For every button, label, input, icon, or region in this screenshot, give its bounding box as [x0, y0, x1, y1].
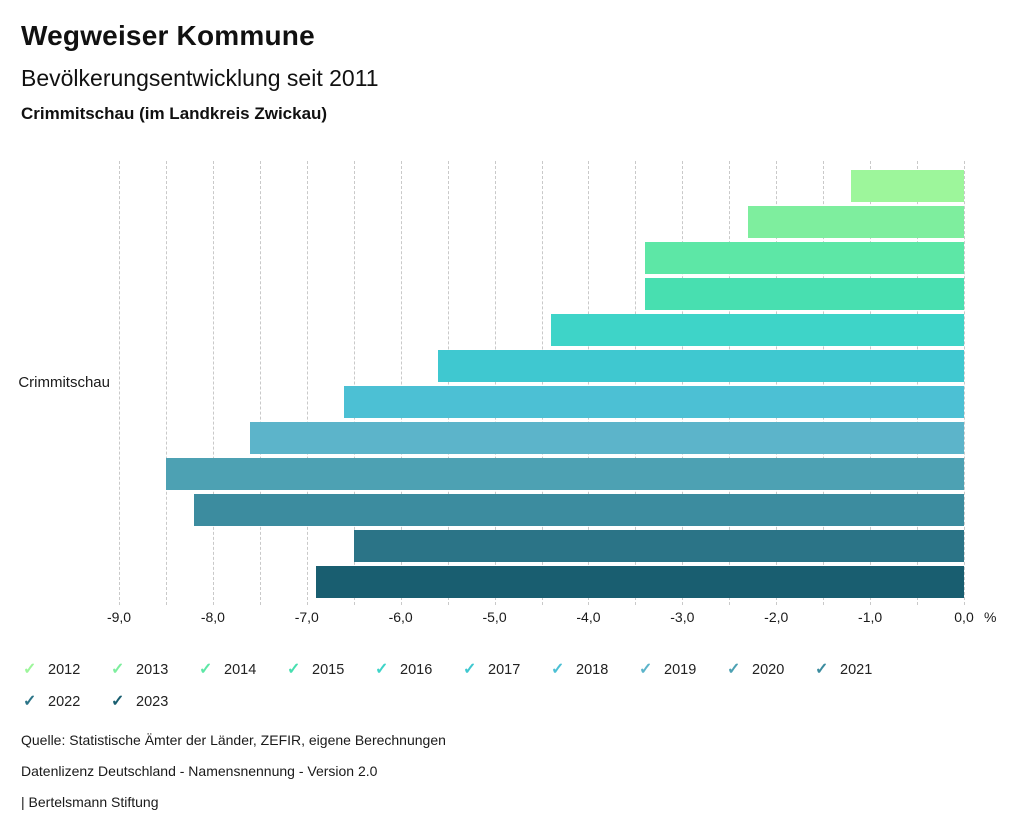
gridline	[823, 161, 825, 605]
bar-2022[interactable]	[353, 530, 964, 562]
bar-2020[interactable]	[165, 458, 964, 490]
check-icon: ✓	[287, 661, 301, 678]
gridline	[165, 161, 167, 605]
bar-2013[interactable]	[748, 206, 964, 238]
check-icon: ✓	[551, 661, 565, 678]
x-tick-label: -3,0	[670, 609, 695, 625]
legend-item-label: 2015	[312, 662, 345, 678]
legend-item-2020[interactable]: ✓ 2020	[724, 654, 812, 686]
source-note: Quelle: Statistische Ämter der Länder, Z…	[21, 732, 446, 748]
x-tick-label: -2,0	[764, 609, 789, 625]
legend-item-label: 2023	[136, 694, 169, 710]
gridline	[212, 161, 214, 605]
gridline	[776, 161, 778, 605]
legend-item-2015[interactable]: ✓ 2015	[284, 654, 372, 686]
gridline	[353, 161, 355, 605]
bar-2021[interactable]	[194, 494, 964, 526]
bar-2015[interactable]	[644, 278, 964, 310]
check-icon: ✓	[111, 693, 125, 710]
check-icon: ✓	[815, 661, 829, 678]
legend-item-2012[interactable]: ✓ 2012	[20, 654, 108, 686]
legend-item-label: 2017	[488, 662, 521, 678]
legend-item-label: 2014	[224, 662, 257, 678]
license-note: Datenlizenz Deutschland - Namensnennung …	[21, 763, 378, 779]
gridline	[400, 161, 402, 605]
gridline	[259, 161, 261, 605]
x-tick-label: -4,0	[576, 609, 601, 625]
app-title: Wegweiser Kommune	[21, 20, 315, 51]
plot-area	[119, 161, 965, 605]
x-tick-label: -6,0	[388, 609, 413, 625]
legend-item-2017[interactable]: ✓ 2017	[460, 654, 548, 686]
legend-item-label: 2020	[752, 662, 785, 678]
check-icon: ✓	[111, 661, 125, 678]
gridline	[964, 161, 965, 605]
legend-item-2016[interactable]: ✓ 2016	[372, 654, 460, 686]
check-icon: ✓	[639, 661, 653, 678]
bar-2018[interactable]	[344, 386, 964, 418]
x-axis: % -9,0 -8,0 -7,0 -6,0 -5,0 -4,0 -3,0 -2,0 -1,0 0,…	[0, 609, 1024, 629]
check-icon: ✓	[23, 693, 37, 710]
check-icon: ✓	[23, 661, 37, 678]
attribution-note: | Bertelsmann Stiftung	[21, 794, 159, 810]
gridline	[682, 161, 684, 605]
legend-item-label: 2022	[48, 694, 81, 710]
legend-item-2023[interactable]: ✓ 2023	[108, 686, 196, 718]
chart-title: Bevölkerungsentwicklung seit 2011	[21, 65, 379, 91]
check-icon: ✓	[463, 661, 477, 678]
gridline	[729, 161, 731, 605]
legend-item-label: 2019	[664, 662, 697, 678]
legend-item-label: 2016	[400, 662, 433, 678]
gridline	[119, 161, 120, 605]
legend-item-2022[interactable]: ✓ 2022	[20, 686, 108, 718]
legend-item-label: 2013	[136, 662, 169, 678]
gridline	[494, 161, 496, 605]
check-icon: ✓	[727, 661, 741, 678]
x-tick-label: -1,0	[858, 609, 883, 625]
legend-item-2021[interactable]: ✓ 2021	[812, 654, 900, 686]
x-tick-label: -7,0	[294, 609, 319, 625]
bar-2017[interactable]	[438, 350, 964, 382]
y-axis-region-label: Crimmitschau	[18, 374, 110, 391]
gridline	[588, 161, 590, 605]
gridline	[447, 161, 449, 605]
x-tick-label: 0,0	[954, 609, 974, 625]
gridline	[635, 161, 637, 605]
legend-item-label: 2021	[840, 662, 873, 678]
check-icon: ✓	[375, 661, 389, 678]
bar-2012[interactable]	[851, 170, 964, 202]
bar-2019[interactable]	[250, 422, 964, 454]
legend-item-2019[interactable]: ✓ 2019	[636, 654, 724, 686]
gridline	[541, 161, 543, 605]
bar-2014[interactable]	[644, 242, 964, 274]
legend-item-2014[interactable]: ✓ 2014	[196, 654, 284, 686]
bar-2023[interactable]	[316, 566, 964, 598]
gridline	[870, 161, 872, 605]
legend-item-2013[interactable]: ✓ 2013	[108, 654, 196, 686]
x-tick-label: -8,0	[200, 609, 225, 625]
x-tick-label: -5,0	[482, 609, 507, 625]
x-tick-label: -9,0	[106, 609, 132, 625]
legend-item-2018[interactable]: ✓ 2018	[548, 654, 636, 686]
legend: ✓ 2012 ✓ 2013 ✓ 2014 ✓ 2015 ✓ 2016 ✓ 2017 ✓ 2018 ✓ 2019…	[20, 654, 920, 718]
gridline	[306, 161, 308, 605]
chart-location-subtitle: Crimmitschau (im Landkreis Zwickau)	[21, 104, 328, 123]
legend-item-label: 2012	[48, 662, 81, 678]
check-icon: ✓	[199, 661, 213, 678]
x-axis-unit-label: %	[984, 609, 997, 625]
bar-2016[interactable]	[550, 314, 964, 346]
legend-item-label: 2018	[576, 662, 609, 678]
footer: Quelle: Statistische Ämter der Länder, Z…	[21, 732, 446, 825]
gridline	[917, 161, 919, 605]
